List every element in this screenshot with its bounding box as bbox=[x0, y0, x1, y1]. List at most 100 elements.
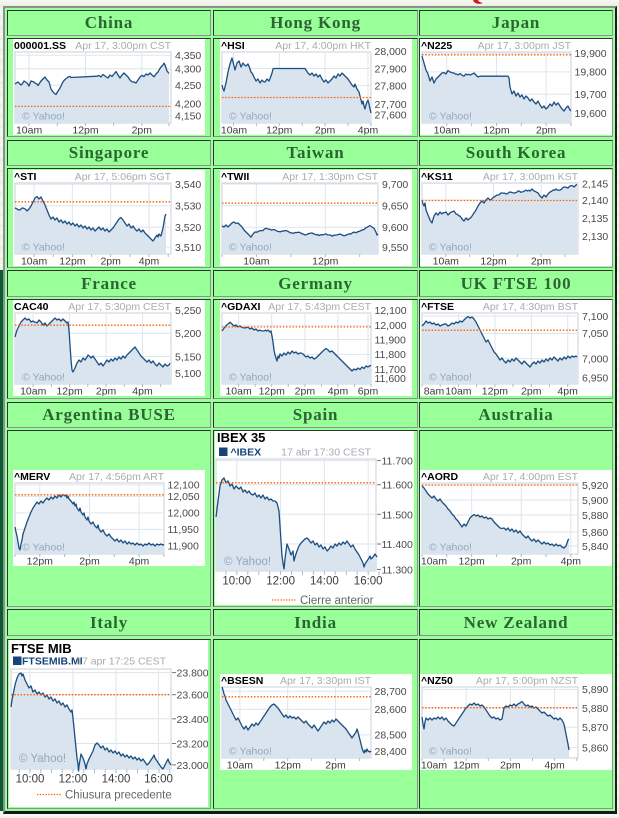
svg-text:11,600: 11,600 bbox=[375, 373, 406, 385]
svg-text:© Yahoo!: © Yahoo! bbox=[429, 111, 472, 123]
svg-text:© Yahoo!: © Yahoo! bbox=[429, 746, 472, 758]
svg-text:27,900: 27,900 bbox=[375, 63, 407, 75]
svg-text:7,100: 7,100 bbox=[582, 311, 608, 323]
svg-text:28,400: 28,400 bbox=[375, 746, 407, 758]
svg-text:4pm: 4pm bbox=[132, 386, 153, 397]
svg-text:© Yahoo!: © Yahoo! bbox=[229, 746, 272, 758]
svg-text:10am: 10am bbox=[225, 386, 252, 397]
svg-text:11,900: 11,900 bbox=[168, 541, 199, 553]
svg-text:6,950: 6,950 bbox=[582, 372, 608, 384]
svg-text:4pm: 4pm bbox=[139, 256, 160, 267]
svg-text:10am: 10am bbox=[445, 386, 472, 397]
svg-text:© Yahoo!: © Yahoo! bbox=[429, 542, 472, 554]
svg-text:© Yahoo!: © Yahoo! bbox=[229, 111, 272, 123]
svg-text:5,880: 5,880 bbox=[582, 510, 608, 522]
svg-text:12pm: 12pm bbox=[27, 556, 54, 567]
svg-text:© Yahoo!: © Yahoo! bbox=[22, 111, 65, 123]
svg-text:5,200: 5,200 bbox=[175, 328, 201, 340]
svg-text:23.800: 23.800 bbox=[177, 668, 209, 680]
svg-text:17 apr 17:25 CEST: 17 apr 17:25 CEST bbox=[76, 656, 166, 668]
svg-text:© Yahoo!: © Yahoo! bbox=[22, 242, 65, 254]
svg-text:28,000: 28,000 bbox=[375, 46, 407, 58]
svg-text:11,900: 11,900 bbox=[375, 334, 406, 346]
svg-text:4,350: 4,350 bbox=[175, 50, 201, 62]
svg-text:4pm: 4pm bbox=[561, 556, 582, 567]
svg-text:23.400: 23.400 bbox=[177, 714, 209, 726]
svg-text:3,530: 3,530 bbox=[175, 201, 201, 213]
svg-text:3,540: 3,540 bbox=[175, 179, 201, 191]
svg-text:2,140: 2,140 bbox=[582, 195, 608, 207]
svg-text:^KS11: ^KS11 bbox=[421, 171, 453, 183]
svg-text:Apr 17, 1:30pm CST: Apr 17, 1:30pm CST bbox=[282, 171, 378, 183]
svg-text:12pm: 12pm bbox=[59, 256, 86, 267]
svg-text:10am: 10am bbox=[243, 256, 270, 267]
svg-text:11.500: 11.500 bbox=[382, 509, 413, 521]
svg-text:4pm: 4pm bbox=[358, 125, 379, 136]
svg-text:2,130: 2,130 bbox=[582, 231, 608, 243]
svg-text:^N225: ^N225 bbox=[421, 40, 452, 52]
svg-text:FTSE MIB: FTSE MIB bbox=[11, 641, 72, 656]
svg-text:Apr 17, 3:00pm JST: Apr 17, 3:00pm JST bbox=[478, 40, 572, 52]
svg-text:2pm: 2pm bbox=[79, 556, 100, 567]
svg-text:10am: 10am bbox=[421, 556, 448, 567]
svg-text:11,700: 11,700 bbox=[375, 364, 406, 376]
svg-text:2pm: 2pm bbox=[511, 556, 532, 567]
svg-text:12,050: 12,050 bbox=[168, 491, 200, 503]
svg-text:10am: 10am bbox=[16, 125, 43, 136]
svg-text:10am: 10am bbox=[434, 125, 461, 136]
svg-text:12pm: 12pm bbox=[482, 386, 509, 397]
svg-text:CAC40: CAC40 bbox=[14, 301, 49, 313]
svg-text:^HSI: ^HSI bbox=[221, 40, 245, 52]
svg-text:^MERV: ^MERV bbox=[14, 471, 50, 483]
svg-text:Apr 17, 4:30pm BST: Apr 17, 4:30pm BST bbox=[483, 301, 579, 313]
svg-text:10am: 10am bbox=[227, 760, 254, 771]
svg-text:12,000: 12,000 bbox=[168, 508, 200, 520]
svg-text:12,100: 12,100 bbox=[168, 480, 200, 492]
svg-text:2pm: 2pm bbox=[521, 386, 542, 397]
svg-text:10am: 10am bbox=[421, 760, 448, 771]
svg-text:19,600: 19,600 bbox=[575, 108, 607, 120]
svg-text:^GDAXI: ^GDAXI bbox=[221, 301, 260, 313]
svg-text:Apr 17, 4:56pm ART: Apr 17, 4:56pm ART bbox=[69, 471, 165, 483]
svg-text:5,840: 5,840 bbox=[582, 541, 608, 553]
svg-text:6pm: 6pm bbox=[358, 386, 379, 397]
svg-text:© Yahoo!: © Yahoo! bbox=[22, 372, 65, 384]
svg-text:19,900: 19,900 bbox=[575, 48, 607, 60]
svg-text:12pm: 12pm bbox=[72, 125, 99, 136]
svg-text:5,100: 5,100 bbox=[175, 368, 201, 380]
svg-text:11,950: 11,950 bbox=[168, 524, 199, 536]
svg-text:11.600: 11.600 bbox=[382, 480, 413, 492]
svg-text:5,860: 5,860 bbox=[582, 527, 608, 539]
svg-text:Apr 17, 5:30pm CEST: Apr 17, 5:30pm CEST bbox=[68, 301, 171, 313]
svg-text:27,600: 27,600 bbox=[375, 109, 407, 121]
svg-text:9,700: 9,700 bbox=[382, 179, 408, 191]
svg-text:© Yahoo!: © Yahoo! bbox=[429, 242, 472, 254]
svg-text:19,700: 19,700 bbox=[575, 89, 607, 101]
svg-text:23.000: 23.000 bbox=[177, 760, 209, 772]
svg-text:^AORD: ^AORD bbox=[421, 471, 458, 483]
svg-text:Cierre anterior: Cierre anterior bbox=[300, 595, 374, 605]
svg-text:9,550: 9,550 bbox=[382, 242, 408, 254]
svg-text:12pm: 12pm bbox=[56, 386, 83, 397]
svg-text:12pm: 12pm bbox=[453, 760, 480, 771]
svg-text:2pm: 2pm bbox=[325, 760, 346, 771]
svg-text:12:00: 12:00 bbox=[59, 774, 88, 786]
svg-text:5,860: 5,860 bbox=[582, 743, 608, 755]
svg-text:Apr 17, 3:30pm IST: Apr 17, 3:30pm IST bbox=[280, 675, 372, 687]
svg-text:7,050: 7,050 bbox=[582, 328, 608, 340]
svg-text:8am: 8am bbox=[424, 386, 445, 397]
svg-text:2pm: 2pm bbox=[531, 256, 552, 267]
svg-text:4pm: 4pm bbox=[129, 556, 150, 567]
svg-text:17 abr 17:30 CEST: 17 abr 17:30 CEST bbox=[281, 447, 371, 459]
svg-text:4,250: 4,250 bbox=[175, 80, 201, 92]
svg-text:000001.SS: 000001.SS bbox=[14, 40, 66, 52]
svg-text:10am: 10am bbox=[221, 125, 248, 136]
svg-text:4,150: 4,150 bbox=[175, 111, 201, 123]
svg-text:4pm: 4pm bbox=[544, 760, 565, 771]
svg-text:© Yahoo!: © Yahoo! bbox=[429, 372, 472, 384]
svg-text:14:00: 14:00 bbox=[102, 774, 131, 786]
svg-text:2pm: 2pm bbox=[295, 386, 316, 397]
svg-text:28,500: 28,500 bbox=[375, 730, 407, 742]
svg-text:2pm: 2pm bbox=[96, 386, 117, 397]
svg-text:^FTSE: ^FTSE bbox=[421, 301, 454, 313]
